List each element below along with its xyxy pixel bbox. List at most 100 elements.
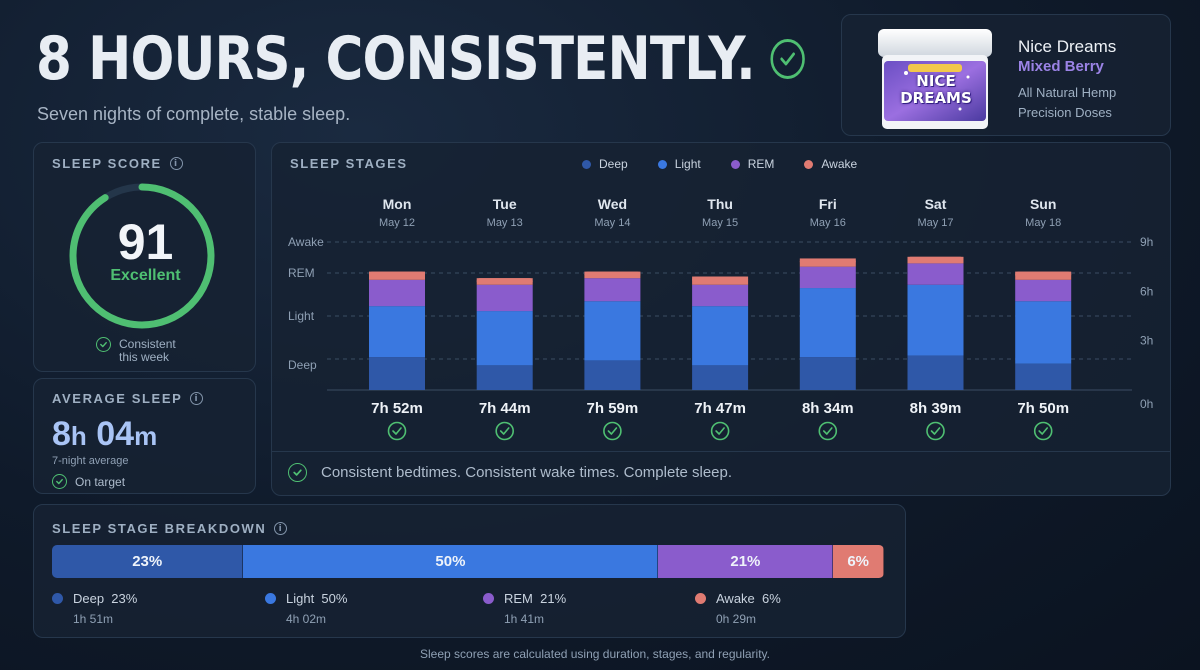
average-sleep-header: AVERAGE SLEEP i — [52, 391, 204, 406]
y-axis-tick-label: 3h — [1140, 334, 1153, 348]
avg-minutes: 04 — [96, 415, 135, 453]
product-name: Nice Dreams — [1018, 37, 1117, 56]
bar-segment-rem — [1015, 279, 1072, 302]
total-duration-label: 8h 39m — [910, 400, 962, 417]
day-label: Mon — [383, 196, 412, 212]
legend-dot — [582, 159, 591, 169]
legend-label: Light 50% — [286, 591, 348, 606]
legend-dot — [657, 159, 667, 169]
info-icon[interactable]: i — [190, 392, 204, 405]
sleep-stages-chart: Awake REM Light Deep 9h 6h 3h 0h Mon May 12 7h 52m… — [288, 196, 1153, 441]
average-sleep-card: AVERAGE SLEEP i 8h 04m 7-night average O… — [33, 378, 256, 494]
score-consistency-note: Consistent this week — [96, 337, 176, 364]
day-label: Tue — [493, 196, 517, 212]
legend-label: REM 21% — [504, 591, 567, 606]
score-note-line1: Consistent — [119, 337, 176, 351]
y-axis-stage-label: Light — [288, 309, 315, 323]
date-label: May 18 — [1025, 217, 1061, 229]
total-duration-label: 7h 59m — [587, 400, 639, 417]
date-label: May 14 — [594, 217, 630, 229]
legend-label: Deep — [599, 157, 628, 171]
check-mark — [823, 427, 833, 435]
page-title-text: 8 HOURS, CONSISTENTLY. — [36, 24, 756, 94]
bar-segment-deep — [369, 357, 425, 390]
info-icon[interactable]: i — [169, 157, 183, 170]
bar-cap — [476, 278, 533, 285]
bar-segment-light — [799, 288, 856, 358]
average-sleep-label: AVERAGE SLEEP — [52, 391, 183, 406]
bar-segment-light — [692, 306, 749, 366]
product-tagline-1: All Natural Hemp — [1018, 85, 1117, 100]
total-duration-label: 7h 52m — [371, 400, 423, 417]
breakdown-legend: Deep 23% 1h 51m Light 50% 4h 02m REM 21% 1h 4… — [52, 591, 892, 631]
bar-segment-rem — [584, 278, 641, 302]
bar-segment-rem — [907, 263, 964, 285]
check-mark — [1038, 427, 1048, 435]
total-duration-label: 8h 34m — [802, 400, 854, 417]
day-label: Wed — [598, 196, 627, 212]
bar-segment-rem — [476, 284, 533, 312]
legend-dot — [52, 593, 63, 604]
sleep-score-header: SLEEP SCORE i — [52, 156, 183, 171]
stage-breakdown-card: SLEEP STAGE BREAKDOWN i 23% 50% 21% 6% Deep… — [33, 504, 906, 638]
legend-label: Awake — [821, 157, 858, 171]
legend-dot — [804, 159, 814, 169]
date-label: May 12 — [379, 217, 415, 229]
breakdown-bar: 23% 50% 21% 6% — [52, 545, 884, 578]
legend-label: Awake 6% — [716, 591, 781, 606]
check-mark — [499, 427, 510, 435]
legend-duration: 0h 29m — [716, 612, 757, 626]
legend-dot — [483, 593, 494, 604]
legend-label: Deep 23% — [73, 591, 138, 606]
legend-duration: 1h 41m — [504, 612, 545, 626]
breakdown-segment-rem: 21% — [658, 545, 834, 578]
footnote: Sleep scores are calculated using durati… — [420, 647, 770, 661]
legend-item-light: Light — [657, 157, 701, 171]
legend-dot — [730, 159, 740, 169]
bar-segment-deep — [907, 355, 964, 390]
breakdown-segment-deep: 23% — [52, 545, 244, 578]
score-arc — [69, 183, 215, 329]
product-jar-text: NICE DREAMS — [900, 72, 972, 107]
bar-segment-deep — [584, 360, 641, 390]
total-duration-label: 7h 50m — [1017, 400, 1069, 417]
day-label: Sat — [925, 196, 947, 212]
breakdown-legend-item-rem: REM 21% 1h 41m — [483, 591, 566, 626]
breakdown-segment-awake: 6% — [833, 545, 884, 578]
bar-cap — [799, 258, 856, 265]
date-label: May 13 — [487, 217, 523, 229]
page-subtitle: Seven nights of complete, stable sleep. — [37, 104, 351, 124]
y-axis-stage-label: Deep — [288, 358, 317, 372]
check-circle-icon — [1033, 421, 1053, 441]
total-duration-label: 7h 44m — [479, 400, 531, 417]
y-axis-stage-label: Awake — [288, 235, 324, 249]
y-axis-tick-label: 0h — [1140, 397, 1153, 411]
legend-dot — [695, 593, 706, 604]
avg-minutes-unit: m — [134, 421, 158, 451]
check-circle-icon — [926, 421, 945, 441]
check-circle-icon — [288, 463, 307, 482]
score-ring — [69, 183, 215, 329]
check-mark — [392, 427, 402, 435]
bar-cap — [1015, 271, 1072, 278]
check-circle-icon — [770, 39, 805, 79]
legend-label: Light — [674, 157, 701, 171]
bar-segment-deep — [799, 357, 856, 390]
check-circle-icon — [710, 421, 730, 441]
legend-item-awake: Awake — [804, 157, 857, 171]
bar-segment-deep — [692, 365, 749, 390]
chart-legend: Deep Light REM Awake — [582, 157, 857, 171]
bar-segment-light — [907, 284, 964, 356]
avg-hours: 8 — [52, 415, 71, 453]
breakdown-label: SLEEP STAGE BREAKDOWN — [52, 521, 267, 536]
product-card[interactable]: NICE DREAMS Nice Dreams Mixed Berry All … — [841, 14, 1171, 136]
info-icon[interactable]: i — [274, 522, 288, 535]
bar-cap — [584, 271, 641, 278]
average-sleep-sublabel: 7-night average — [52, 455, 129, 467]
day-label: Sun — [1030, 196, 1056, 212]
breakdown-segment-light: 50% — [243, 545, 659, 578]
legend-duration: 1h 51m — [73, 612, 114, 626]
divider — [272, 451, 1170, 452]
legend-duration: 4h 02m — [286, 612, 327, 626]
bar-cap — [369, 271, 425, 278]
